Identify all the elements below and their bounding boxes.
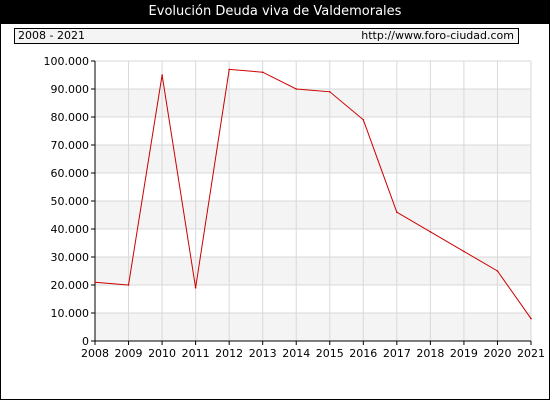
axes	[91, 60, 532, 345]
data-point	[161, 74, 163, 76]
y-tick-label: 60.000	[51, 167, 90, 180]
x-tick-label: 2009	[115, 347, 143, 360]
data-point	[94, 281, 96, 284]
data-point	[127, 284, 130, 286]
plot-band	[95, 313, 531, 341]
x-tick-label: 2018	[416, 347, 444, 360]
plot-band	[95, 145, 531, 173]
chart-title: Evolución Deuda viva de Valdemorales	[0, 0, 550, 24]
x-tick-label: 2013	[249, 347, 277, 360]
grid-lines	[94, 60, 532, 342]
series-group	[94, 68, 532, 320]
info-bar: 2008 - 2021 http://www.foro-ciudad.com	[14, 28, 519, 44]
series-line	[94, 68, 532, 319]
x-tick-label: 2019	[450, 347, 478, 360]
x-tick-label: 2017	[383, 347, 411, 360]
data-point	[396, 211, 398, 213]
x-tick-label: 2010	[148, 347, 176, 360]
data-point	[362, 119, 365, 121]
y-tick-label: 100.000	[44, 55, 90, 68]
x-tick-label: 2012	[215, 347, 243, 360]
x-tick-label: 2008	[81, 347, 109, 360]
data-point	[295, 88, 298, 90]
x-tick-label: 2014	[282, 347, 310, 360]
y-tick-label: 70.000	[51, 139, 90, 152]
plot-bands	[95, 89, 531, 341]
x-tick-label: 2021	[517, 347, 545, 360]
data-point	[328, 91, 331, 93]
y-tick-label: 10.000	[51, 307, 90, 320]
x-tick-label: 2011	[182, 347, 210, 360]
data-point	[463, 250, 465, 253]
y-tick-label: 0	[82, 335, 89, 348]
y-tick-labels: 0 10.000 20.000 30.000 40.000 50.000 60.000 70.…	[44, 55, 90, 348]
plot-band	[95, 201, 531, 229]
data-point	[228, 68, 230, 71]
y-tick-label: 50.000	[51, 195, 90, 208]
x-tick-label: 2016	[349, 347, 377, 360]
source-url: http://www.foro-ciudad.com	[361, 29, 514, 42]
x-tick-label: 2015	[316, 347, 344, 360]
data-point	[194, 287, 197, 289]
data-point	[530, 317, 532, 320]
x-tick-label: 2020	[483, 347, 511, 360]
y-tick-label: 30.000	[51, 251, 90, 264]
y-tick-label: 90.000	[51, 83, 90, 96]
year-range-label: 2008 - 2021	[18, 29, 85, 42]
data-point	[496, 270, 499, 272]
data-point	[261, 71, 264, 73]
x-tick-labels: 2008 2009 2010 2011 2012 2013 2014 2015 2016 2017…	[81, 347, 545, 360]
plot-band	[95, 89, 531, 117]
data-point	[429, 231, 432, 233]
y-tick-label: 20.000	[51, 279, 90, 292]
plot-band	[95, 257, 531, 285]
y-tick-label: 40.000	[51, 223, 90, 236]
y-tick-label: 80.000	[51, 111, 90, 124]
